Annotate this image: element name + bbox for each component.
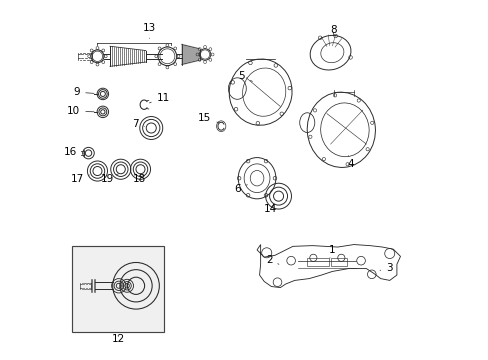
Text: 5: 5 bbox=[238, 71, 252, 81]
Text: 13: 13 bbox=[142, 23, 156, 39]
Text: 3: 3 bbox=[379, 263, 392, 273]
Text: 4: 4 bbox=[346, 156, 353, 169]
Bar bbox=[306, 258, 328, 266]
Text: 9: 9 bbox=[74, 87, 94, 97]
Bar bbox=[330, 258, 346, 266]
Text: 16: 16 bbox=[63, 147, 83, 157]
Text: 8: 8 bbox=[329, 25, 336, 35]
Text: 19: 19 bbox=[100, 174, 118, 184]
Text: 11: 11 bbox=[149, 93, 169, 103]
Text: 12: 12 bbox=[111, 334, 124, 344]
Text: 1: 1 bbox=[328, 245, 335, 258]
Bar bbox=[72, 246, 163, 332]
Text: 14: 14 bbox=[263, 204, 276, 215]
Text: 17: 17 bbox=[70, 174, 89, 184]
Text: 2: 2 bbox=[265, 255, 278, 265]
Text: 15: 15 bbox=[198, 113, 218, 123]
Text: 18: 18 bbox=[132, 174, 145, 184]
Text: 6: 6 bbox=[234, 184, 247, 194]
Text: 7: 7 bbox=[132, 119, 144, 129]
Text: 10: 10 bbox=[67, 106, 94, 116]
